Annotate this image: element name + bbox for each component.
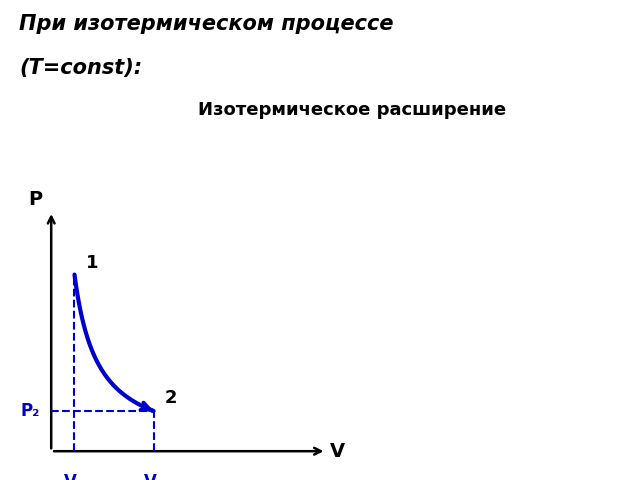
Text: При изотермическом процессе: При изотермическом процессе	[19, 14, 394, 35]
Text: V₁: V₁	[65, 473, 84, 480]
Text: 2: 2	[165, 389, 178, 407]
Text: 1: 1	[86, 254, 99, 272]
Text: P: P	[28, 190, 42, 209]
Text: (T=const):: (T=const):	[19, 58, 142, 78]
Text: Изотермическое расширение: Изотермическое расширение	[198, 101, 506, 119]
Text: V₂: V₂	[143, 473, 164, 480]
Text: V: V	[330, 442, 346, 461]
Text: P₂: P₂	[20, 402, 40, 420]
